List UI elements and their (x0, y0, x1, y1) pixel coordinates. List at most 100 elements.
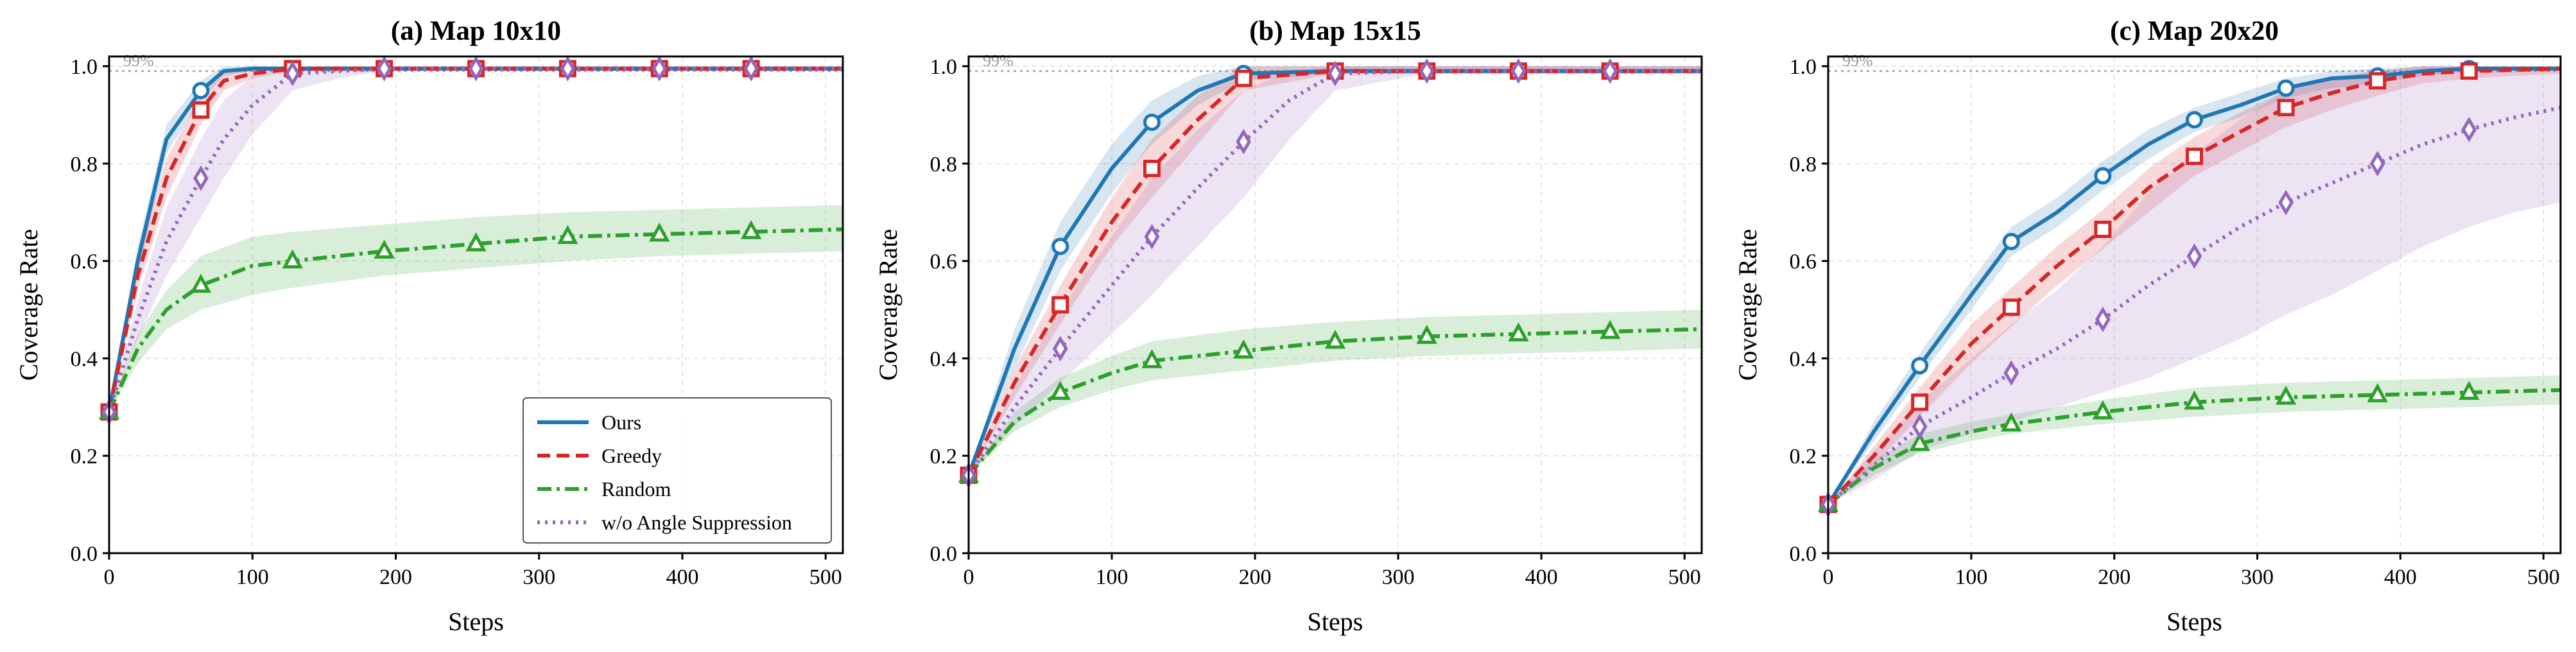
data-point (2095, 306, 2111, 332)
series-line-1 (1828, 67, 2561, 506)
data-point (1912, 413, 1928, 440)
y-axis-label: Coverage Rate (874, 229, 903, 381)
data-point (2278, 189, 2294, 216)
x-tick-label: 200 (2098, 565, 2131, 589)
data-point (1909, 432, 1930, 451)
y-tick-label: 0.6 (71, 250, 98, 274)
x-tick-label: 0 (964, 565, 974, 589)
legend-entry-0: Ours (601, 411, 641, 434)
plot-area (1828, 66, 2561, 506)
data-point (2460, 62, 2478, 80)
confidence-band-0 (1828, 66, 2561, 505)
data-point (1602, 58, 1618, 84)
y-tick-label: 0.0 (930, 542, 958, 566)
y-tick-label: 0.6 (1790, 250, 1817, 274)
data-point (1051, 296, 1069, 314)
data-point (560, 56, 576, 82)
data-point (557, 225, 578, 244)
y-tick-label: 0.8 (930, 153, 958, 176)
x-tick-label: 400 (1525, 565, 1558, 589)
data-point (1419, 58, 1435, 84)
data-point (1234, 69, 1252, 87)
legend-frame (523, 397, 832, 544)
chart-title: (c) Map 20x20 (2110, 16, 2279, 46)
y-tick-label: 0.2 (71, 445, 98, 468)
data-point (1510, 58, 1526, 84)
y-axis-label: Coverage Rate (1733, 229, 1762, 381)
chart-panel-2: 99% 0 100 200 300 400 500 0.0 0.2 0.4 0.6 0.8 1.0 (b)… (874, 16, 1703, 636)
data-point (1911, 393, 1929, 411)
data-point (284, 60, 300, 87)
y-tick-label: 0.0 (1790, 542, 1817, 566)
data-point (2367, 383, 2388, 402)
data-point (2459, 381, 2480, 400)
data-point (1911, 357, 1929, 375)
data-point (465, 232, 487, 252)
data-point (2003, 360, 2019, 386)
data-point (192, 82, 210, 99)
y-tick-label: 0.2 (1790, 445, 1817, 468)
data-point (2002, 298, 2020, 316)
confidence-band-2 (1828, 375, 2561, 505)
data-point (1050, 381, 1071, 400)
plot-area (969, 66, 1702, 477)
data-point (376, 56, 392, 82)
x-tick-label: 400 (2384, 565, 2417, 589)
y-tick-label: 0.8 (71, 153, 98, 176)
data-point (2461, 116, 2477, 142)
data-point (1600, 320, 1621, 339)
data-point (649, 222, 670, 242)
chart-panel-1: 99% 0 100 200 300 400 500 0.0 0.2 0.4 0.6 0.8 1.0 (a)… (14, 16, 844, 636)
data-point (1143, 160, 1161, 178)
confidence-band-3 (1828, 66, 2561, 505)
y-tick-label: 0.4 (1790, 347, 1817, 371)
data-point (1233, 339, 1254, 359)
x-tick-label: 500 (2527, 565, 2560, 589)
data-point (192, 101, 210, 119)
x-tick-label: 0 (104, 565, 115, 589)
legend: Ours Greedy Random w/o Angle Suppression (523, 397, 832, 544)
series-line-2 (109, 227, 843, 413)
data-point (2092, 400, 2114, 420)
y-tick-label: 0.0 (71, 542, 98, 566)
reference-line-label: 99% (1842, 51, 1873, 70)
data-point (1051, 237, 1069, 255)
reference-line-label: 99% (123, 51, 154, 70)
x-tick-label: 300 (1382, 565, 1415, 589)
data-point (1144, 223, 1160, 250)
confidence-band-1 (969, 66, 1702, 476)
axes-frame (1827, 55, 2562, 554)
x-tick-label: 500 (1668, 565, 1701, 589)
data-point (2186, 243, 2202, 269)
data-point (2277, 79, 2295, 97)
y-tick-label: 1.0 (1790, 55, 1817, 79)
x-tick-label: 300 (2241, 565, 2274, 589)
data-point (1143, 113, 1161, 131)
x-tick-label: 100 (236, 565, 269, 589)
data-point (740, 219, 762, 239)
data-point (1327, 60, 1343, 87)
legend-entry-1: Greedy (601, 444, 662, 467)
data-point (2277, 99, 2295, 117)
legend-entry-2: Random (601, 477, 671, 501)
x-axis-label: Steps (2166, 607, 2222, 636)
data-point (2002, 232, 2020, 250)
data-point (2001, 412, 2022, 432)
x-axis-label: Steps (1308, 607, 1363, 636)
chart-title: (a) Map 10x10 (391, 16, 561, 46)
data-point (282, 249, 303, 269)
data-point (2186, 111, 2203, 129)
x-tick-label: 300 (523, 565, 555, 589)
data-point (1416, 325, 1437, 344)
data-point (193, 165, 209, 191)
data-point (1141, 349, 1163, 368)
data-point (374, 239, 395, 259)
x-tick-label: 400 (666, 565, 698, 589)
chart-panel-3: 99% 0 100 200 300 400 500 0.0 0.2 0.4 0.6 0.8 1.0 (c)… (1733, 16, 2562, 636)
data-point (2094, 167, 2112, 185)
reference-line-label: 99% (983, 51, 1014, 70)
data-point (468, 56, 484, 82)
y-tick-label: 1.0 (71, 55, 98, 79)
y-tick-label: 1.0 (930, 55, 958, 79)
y-tick-label: 0.6 (930, 250, 958, 274)
